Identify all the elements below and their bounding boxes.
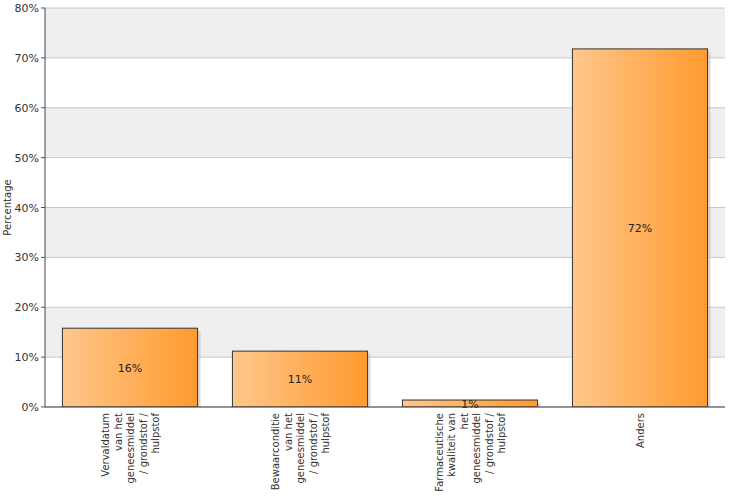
- tick-label: 10%: [15, 351, 39, 364]
- tick-mark: [41, 157, 45, 158]
- tick-label: 20%: [15, 301, 39, 314]
- data-label: 72%: [628, 222, 652, 235]
- tick-label: 60%: [15, 102, 39, 115]
- tick-label: 70%: [15, 52, 39, 65]
- bar: [232, 351, 367, 407]
- bar: [572, 49, 707, 407]
- category-label: Farmaceutischekwaliteit vanhetgeneesmidd…: [434, 412, 508, 491]
- bar: [62, 328, 197, 407]
- tick-label: 80%: [15, 2, 39, 15]
- x-axis: [45, 407, 725, 408]
- data-label: 16%: [118, 362, 142, 375]
- tick-label: 40%: [15, 202, 39, 215]
- category-label: Vervaldatumvan hetgeneesmiddel/ grondsto…: [100, 412, 161, 483]
- tick-mark: [41, 307, 45, 308]
- grid-line: [45, 8, 725, 9]
- data-label: 11%: [288, 373, 312, 386]
- tick-label: 0%: [22, 401, 39, 414]
- tick-mark: [41, 8, 45, 9]
- chart: 0% 10% 20% 30% 40% 50% 60% 70% 80% Percentage 16% 1…: [0, 0, 730, 500]
- axis-title: Percentage: [2, 179, 13, 235]
- tick-label: 50%: [15, 152, 39, 165]
- bars: [62, 49, 710, 407]
- category-label: Bewaarconditievan hetgeneesmiddel/ grond…: [270, 412, 331, 490]
- tick-mark: [41, 207, 45, 208]
- data-label: 1%: [461, 398, 478, 411]
- tick-mark: [41, 57, 45, 58]
- tick-label: 30%: [15, 251, 39, 264]
- tick-mark: [41, 357, 45, 358]
- tick-mark: [41, 257, 45, 258]
- grid-line: [45, 407, 725, 408]
- category-label: Anders: [635, 413, 646, 448]
- tick-mark: [41, 107, 45, 108]
- y-axis: [45, 8, 46, 407]
- tick-mark: [41, 407, 45, 408]
